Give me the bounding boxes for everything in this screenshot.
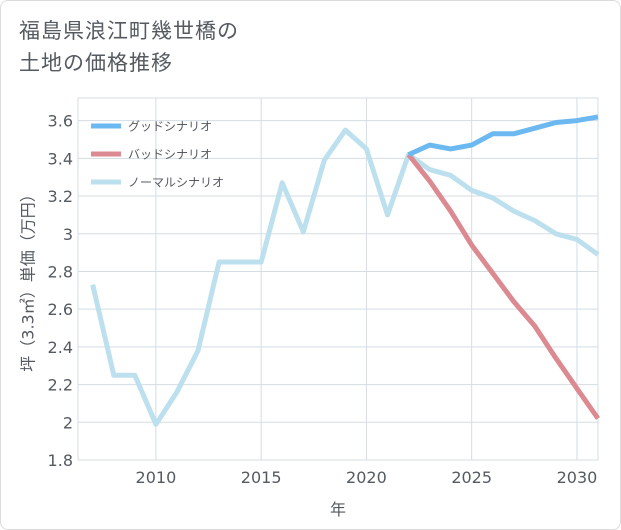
- series-line-0: [407, 114, 599, 157]
- chart-title-line-1: 福島県浪江町幾世橋の: [19, 19, 239, 43]
- grid: [78, 98, 598, 461]
- chart-title: 福島県浪江町幾世橋の 土地の価格推移: [19, 15, 239, 79]
- series-lines: [90, 114, 601, 427]
- x-tick-label: 2025: [451, 468, 492, 487]
- y-tick-label: 2.2: [48, 376, 73, 395]
- x-tick-label: 2015: [241, 468, 282, 487]
- axes: 1.8 2 2.2 2.4 2.6 2.8 3 3.2 3.4 3.6 2010 2015 2020 20…: [19, 112, 598, 519]
- y-tick-label: 2.6: [48, 300, 73, 319]
- y-axis-title: 坪（3.3㎡）単価（万円）: [19, 186, 38, 371]
- y-tick-label: 2.4: [48, 338, 73, 357]
- x-tick-label: 2020: [346, 468, 387, 487]
- x-tick-label: 2030: [557, 468, 598, 487]
- y-tick-label: 3.4: [48, 149, 73, 168]
- legend-label-2: ノーマルシナリオ: [128, 176, 224, 190]
- x-tick-label: 2010: [136, 468, 177, 487]
- y-tick-label: 1.8: [48, 451, 73, 470]
- y-tick-label: 3.6: [48, 112, 73, 131]
- series-line-1: [406, 153, 601, 420]
- chart-title-line-2: 土地の価格推移: [19, 51, 173, 75]
- y-tick-label: 2.8: [48, 262, 73, 281]
- y-tick-label: 3.2: [48, 187, 73, 206]
- x-axis-title: 年: [330, 500, 346, 519]
- legend-label-0: グッドシナリオ: [128, 120, 212, 134]
- legend-label-1: バッドシナリオ: [128, 148, 212, 162]
- y-tick-label: 3: [63, 225, 73, 244]
- y-tick-label: 2: [63, 413, 73, 432]
- series-line-2: [90, 127, 600, 427]
